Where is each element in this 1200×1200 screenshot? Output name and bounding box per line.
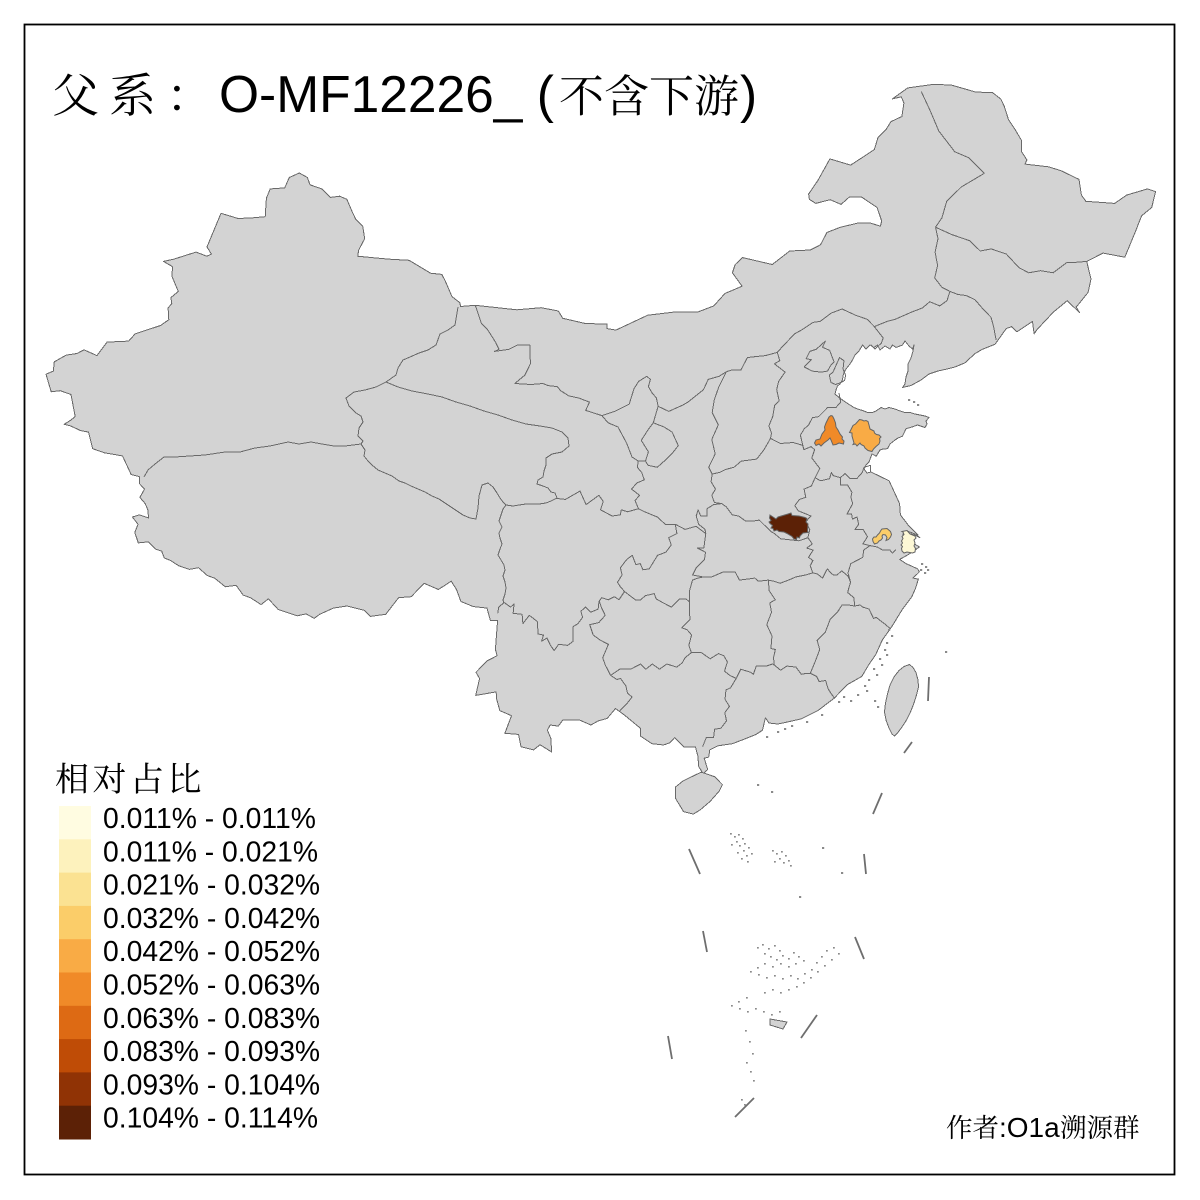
svg-text:0.021% - 0.032%: 0.021% - 0.032% xyxy=(103,869,320,901)
svg-text::O1a: :O1a xyxy=(999,1112,1060,1143)
svg-text:0.052% - 0.063%: 0.052% - 0.063% xyxy=(103,969,320,1001)
svg-text:0.063% - 0.083%: 0.063% - 0.083% xyxy=(103,1002,320,1034)
svg-text:0.032% - 0.042%: 0.032% - 0.042% xyxy=(103,902,320,934)
svg-text:0.104% - 0.114%: 0.104% - 0.114% xyxy=(103,1102,318,1134)
svg-text:0.093% - 0.104%: 0.093% - 0.104% xyxy=(103,1068,320,1100)
svg-text:0.083% - 0.093%: 0.083% - 0.093% xyxy=(103,1035,320,1067)
svg-text:O-MF12226_ (: O-MF12226_ ( xyxy=(219,65,554,123)
svg-text:0.011% - 0.011%: 0.011% - 0.011% xyxy=(103,802,316,834)
svg-text:0.042% - 0.052%: 0.042% - 0.052% xyxy=(103,935,320,967)
svg-text:0.011% - 0.021%: 0.011% - 0.021% xyxy=(103,835,318,867)
svg-text:): ) xyxy=(740,65,757,123)
